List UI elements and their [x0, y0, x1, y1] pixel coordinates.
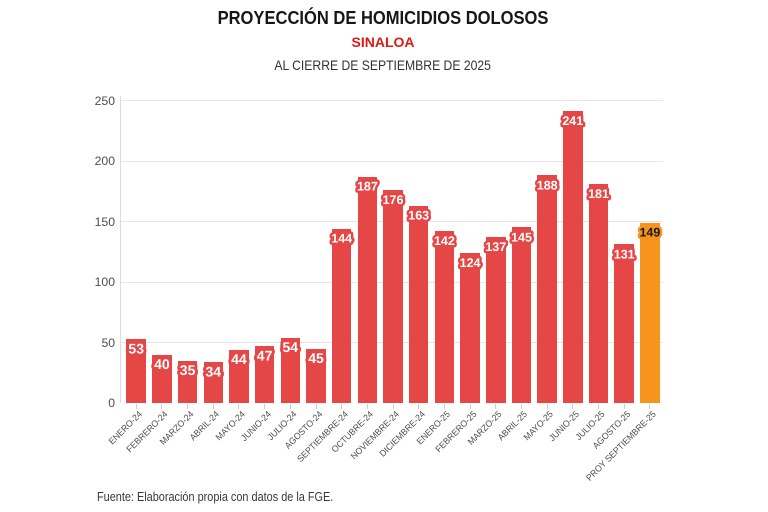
svg-text:181: 181 — [588, 187, 609, 201]
svg-text:45: 45 — [308, 350, 324, 366]
svg-text:163: 163 — [408, 209, 429, 223]
svg-text:40: 40 — [154, 356, 170, 372]
svg-text:34: 34 — [206, 363, 222, 379]
svg-text:149: 149 — [639, 226, 660, 240]
svg-text:131: 131 — [614, 247, 635, 261]
svg-text:144: 144 — [331, 232, 352, 246]
svg-text:47: 47 — [257, 348, 273, 364]
svg-text:187: 187 — [357, 180, 378, 194]
svg-text:145: 145 — [511, 230, 532, 244]
svg-text:137: 137 — [485, 240, 506, 254]
svg-text:176: 176 — [383, 193, 404, 207]
svg-text:53: 53 — [128, 340, 144, 356]
svg-text:124: 124 — [460, 256, 481, 270]
svg-text:241: 241 — [562, 114, 583, 128]
svg-text:188: 188 — [537, 178, 558, 192]
svg-text:142: 142 — [434, 234, 455, 248]
svg-text:35: 35 — [180, 362, 196, 378]
svg-text:54: 54 — [283, 339, 299, 355]
svg-text:44: 44 — [231, 351, 247, 367]
